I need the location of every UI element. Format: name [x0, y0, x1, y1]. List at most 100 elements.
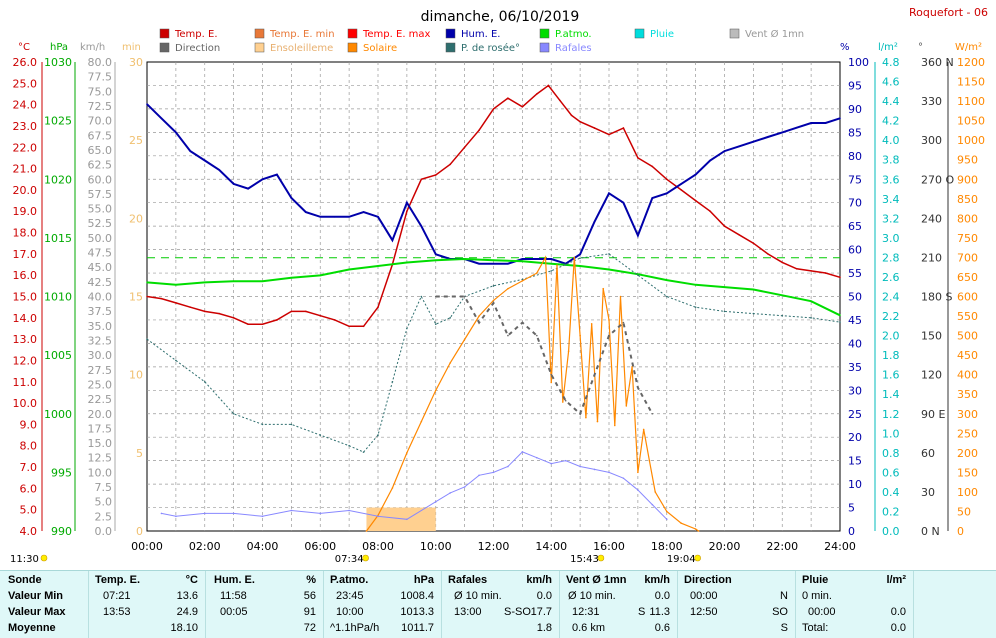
time-tick-8: 16:00 [593, 540, 625, 553]
series-5-point-25 [651, 503, 654, 506]
wind-tick-1: 77.5 [88, 71, 113, 84]
series-1-point-34 [637, 234, 639, 237]
solar-tick-1: 1150 [957, 76, 985, 89]
rain-tick-14: 2.0 [882, 330, 900, 343]
hum-tick-7: 65 [848, 220, 862, 233]
wind-tick-29: 7.5 [95, 481, 113, 494]
series-4-point-7 [463, 338, 466, 341]
col-temp: Temp. E. °C 07:21 13.6 13:53 24.9 18.10 [88, 571, 206, 638]
series-4-point-2 [391, 487, 394, 489]
rain-duration: 0 min. [802, 590, 832, 602]
series-2-point-18 [665, 279, 668, 281]
unit-solar: W/m² [955, 42, 982, 53]
rain-tick-8: 3.2 [882, 212, 900, 225]
temp-max-time: 13:53 [103, 606, 131, 618]
wind-title: Vent Ø 1mn [566, 574, 627, 586]
series-1-point-16 [377, 215, 379, 218]
rain-tick-23: 0.2 [882, 505, 900, 518]
rain-tick-6: 3.6 [882, 173, 900, 186]
dir-tick-10: 60 [921, 447, 935, 460]
solar-tick-6: 900 [957, 173, 978, 186]
rain-tick-3: 4.2 [882, 115, 900, 128]
press-max-value: 1013.3 [400, 606, 434, 618]
series-4-point-0 [365, 530, 368, 532]
series-1-point-15 [362, 211, 365, 213]
sun-icon-day_length [40, 554, 48, 562]
series-4-point-19 [579, 334, 581, 337]
press-tick-2: 1020 [44, 173, 72, 186]
temp-unit: °C [185, 574, 198, 586]
series-0-point-44 [767, 253, 769, 255]
series-3-point-23 [665, 295, 668, 298]
series-1-point-45 [795, 126, 798, 129]
series-6-point-8 [564, 399, 567, 402]
wind-tick-11: 52.5 [88, 217, 113, 230]
temp-tick-22: 4.0 [20, 525, 38, 538]
min-tick-6: 0 [136, 525, 143, 538]
wind-tick-2: 75.0 [88, 85, 113, 98]
series-1-point-25 [507, 262, 509, 265]
series-2-point-19 [694, 283, 697, 286]
series-5-point-1 [175, 515, 177, 518]
series-3-point-8 [362, 451, 365, 453]
press-tick-6: 1000 [44, 408, 72, 421]
rain-total-label: Total: [802, 622, 829, 634]
series-0-point-40 [709, 210, 711, 213]
dir-tick-0: 360 N [921, 56, 954, 69]
wind-avg10-label: Ø 10 min. [568, 590, 616, 602]
series-0-point-11 [305, 310, 307, 313]
wind-avg10-value: 0.0 [654, 590, 670, 602]
series-4-point-32 [654, 491, 656, 493]
series-4-point-29 [637, 471, 639, 474]
series-0-point-35 [637, 157, 639, 159]
series-0-point-29 [559, 99, 561, 102]
wind-tick-15: 42.5 [88, 276, 113, 289]
series-3-point-29 [839, 321, 841, 323]
hum-title: Hum. E. [214, 574, 255, 586]
series-1-point-4 [203, 159, 206, 162]
hum-min-value: 56 [303, 590, 316, 602]
series-0-point-39 [694, 199, 697, 202]
solar-tick-24: 0 [957, 525, 964, 538]
series-3-point-7 [348, 444, 350, 447]
press-min-time: 23:45 [336, 590, 364, 602]
press-max-time: 10:00 [336, 606, 364, 618]
rain-tick-17: 1.4 [882, 388, 900, 401]
series-3-point-4 [261, 423, 264, 426]
dir-min-time: 00:00 [690, 590, 718, 602]
dir-max-time: 12:50 [690, 606, 718, 618]
series-1-point-36 [665, 192, 668, 195]
legend-swatch-0 [159, 28, 170, 39]
series-4-point-34 [680, 522, 682, 524]
col-rain: Pluie l/m² 0 min. 00:00 0.0 Total: 0.0 [795, 571, 914, 638]
series-0-point-10 [290, 310, 293, 313]
hum-tick-3: 85 [848, 126, 862, 139]
solar-tick-23: 50 [957, 505, 971, 518]
station-name: Roquefort - 06 [909, 6, 988, 19]
series-0-point-37 [665, 178, 668, 181]
dir-tick-11: 30 [921, 486, 935, 499]
series-1-point-30 [579, 253, 581, 256]
dir-title: Direction [684, 574, 732, 586]
series-3-point-25 [723, 310, 726, 313]
series-4-point-31 [648, 459, 651, 462]
series-3-point-24 [694, 306, 697, 308]
series-5-point-10 [434, 500, 437, 503]
series-3-point-12 [420, 295, 423, 298]
temp-title: Temp. E. [95, 574, 141, 586]
series-0-point-19 [420, 178, 423, 181]
hum-tick-14: 30 [848, 384, 862, 397]
col-empty [913, 571, 996, 638]
series-2-point-23 [810, 300, 812, 302]
series-1-point-19 [420, 225, 423, 227]
series-4-point-16 [562, 401, 564, 403]
rain-tick-19: 1.0 [882, 427, 900, 440]
col-sonde: Sonde Valeur Min Valeur Max Moyenne [0, 571, 88, 638]
series-0-point-2 [175, 302, 177, 304]
series-3-point-0 [146, 338, 148, 340]
col-gust: Rafales km/h Ø 10 min. 0.0 13:00 S-SO 17.7 1… [441, 571, 560, 638]
series-6-point-1 [463, 295, 466, 298]
series-3-point-3 [232, 412, 235, 415]
series-1-point-12 [319, 215, 322, 218]
series-5-point-23 [622, 477, 625, 480]
